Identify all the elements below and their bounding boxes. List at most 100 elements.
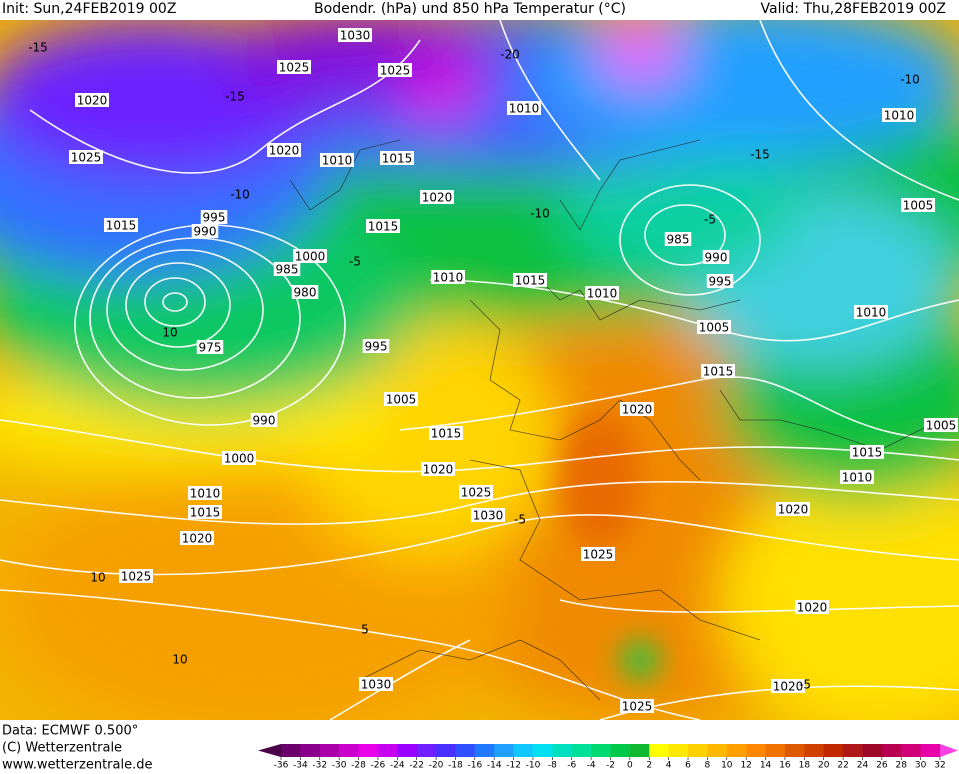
isobar-label: 1025 (279, 61, 310, 75)
legend-tick-label: -18 (448, 761, 463, 771)
isobar-label-box (277, 60, 311, 74)
map: 1030 1025 1025 1020 1010 1010 1025 1020 1010 1015… (0, 20, 959, 720)
temperature-label: -5 (514, 513, 526, 527)
map-title: Bodendr. (hPa) und 850 hPa Temperatur (°… (314, 1, 626, 17)
legend-tick-label: 32 (934, 761, 945, 771)
isobar-label: 1020 (797, 601, 828, 615)
isobar-label: 1005 (699, 321, 730, 335)
temperature-label: -5 (704, 213, 716, 227)
isobar-label-box (620, 699, 654, 713)
isobar-label-box (188, 505, 222, 519)
isobar-label-box (250, 413, 278, 427)
isobar-label-box (420, 190, 454, 204)
legend-swatch (377, 744, 398, 757)
isobar-label-box (429, 426, 463, 440)
isobar-label-box (421, 462, 455, 476)
isobar-label: 975 (199, 341, 222, 355)
isobar-label: 1010 (842, 471, 873, 485)
isobar-label-box (901, 198, 935, 212)
legend-swatch (862, 744, 883, 757)
isobar-label-box (119, 569, 153, 583)
isobar-label-box (840, 470, 874, 484)
isobar-label-box (697, 320, 731, 334)
legend-swatch (823, 744, 844, 757)
temperature-label: 10 (172, 653, 187, 667)
isobar-label: 1025 (622, 700, 653, 714)
isobar-label-box (664, 232, 692, 246)
legend-tick-label: -6 (567, 761, 576, 771)
legend-tick-label: -10 (526, 761, 541, 771)
isobar-label: 1015 (703, 365, 734, 379)
isobar-label: 1020 (269, 144, 300, 158)
isobar-label: 1015 (515, 274, 546, 288)
isobar-label-box (291, 285, 319, 299)
legend-tick-label: 24 (857, 761, 869, 771)
isobar-label: 1005 (926, 419, 957, 433)
isobar-label-box (776, 502, 810, 516)
legend-swatch (843, 744, 863, 757)
legend-tick-label: -12 (506, 761, 521, 771)
isobar-label: 1025 (71, 151, 102, 165)
valid-time: Valid: Thu,28FEB2019 00Z (761, 1, 946, 17)
isobar-label: 995 (365, 340, 388, 354)
legend-arrow-low (258, 744, 281, 757)
isobar-label-box (431, 270, 465, 284)
isobar-label: 1010 (190, 487, 221, 501)
copyright: (C) Wetterzentrale (2, 741, 122, 756)
isobar-label: 1000 (295, 250, 326, 264)
legend-tick-label: -22 (409, 761, 424, 771)
isobar-label: 990 (253, 414, 276, 428)
temperature-label: -20 (500, 48, 520, 62)
isobar-label: 990 (194, 225, 217, 239)
legend-swatch (455, 744, 476, 757)
legend-swatch (649, 744, 670, 757)
isobar-label: 1020 (778, 503, 809, 517)
legend-tick-label: 26 (876, 761, 888, 771)
legend-tick-label: 2 (646, 761, 652, 771)
isobar-label-box (359, 677, 393, 691)
isobar-label-box (267, 143, 301, 157)
legend-swatch (804, 744, 825, 757)
isobar-label: 1020 (773, 680, 804, 694)
isobar-label-box (384, 392, 418, 406)
isobar-label-box (471, 508, 505, 522)
isobar-label: 1020 (422, 191, 453, 205)
isobar-label: 980 (294, 286, 317, 300)
legend-tick-label: 12 (740, 761, 751, 771)
legend-swatch (358, 744, 379, 757)
temperature-label: -15 (750, 148, 770, 162)
isobar-label: 985 (667, 233, 690, 247)
isobar-label: 1010 (433, 271, 464, 285)
legend-swatch (532, 744, 553, 757)
legend-tick-label: -26 (371, 761, 386, 771)
isobar-label: 1030 (473, 509, 504, 523)
legend-swatch (920, 744, 941, 757)
isobar-label-box (378, 63, 412, 77)
legend-tick-label: 4 (666, 761, 672, 771)
legend-tick-label: 30 (915, 761, 927, 771)
isobar-label: 1030 (361, 678, 392, 692)
legend-swatch (571, 744, 592, 757)
temperature-label: -15 (225, 90, 245, 104)
legend-swatch (397, 744, 418, 757)
isobar-label-box (320, 153, 354, 167)
legend-tick-label: 14 (760, 761, 772, 771)
isobar-label: 1010 (587, 287, 618, 301)
legend-tick-label: -34 (293, 761, 308, 771)
isobar-label-box (702, 250, 730, 264)
legend-tick-label: 18 (799, 761, 811, 771)
legend-tick-label: -8 (548, 761, 557, 771)
isobar-label-box (795, 600, 829, 614)
isobar-label: 1020 (622, 403, 653, 417)
legend-swatch (707, 744, 728, 757)
isobar-label: 1020 (182, 532, 213, 546)
isobar-label-box (924, 418, 958, 432)
isobar-label: 1015 (106, 219, 137, 233)
temperature-label: -5 (799, 678, 811, 692)
legend-swatch (668, 744, 689, 757)
isobar-label: 1005 (386, 393, 417, 407)
legend-swatch (281, 744, 301, 757)
isobar-label-box (366, 219, 400, 233)
legend-tick-label: -16 (467, 761, 482, 771)
